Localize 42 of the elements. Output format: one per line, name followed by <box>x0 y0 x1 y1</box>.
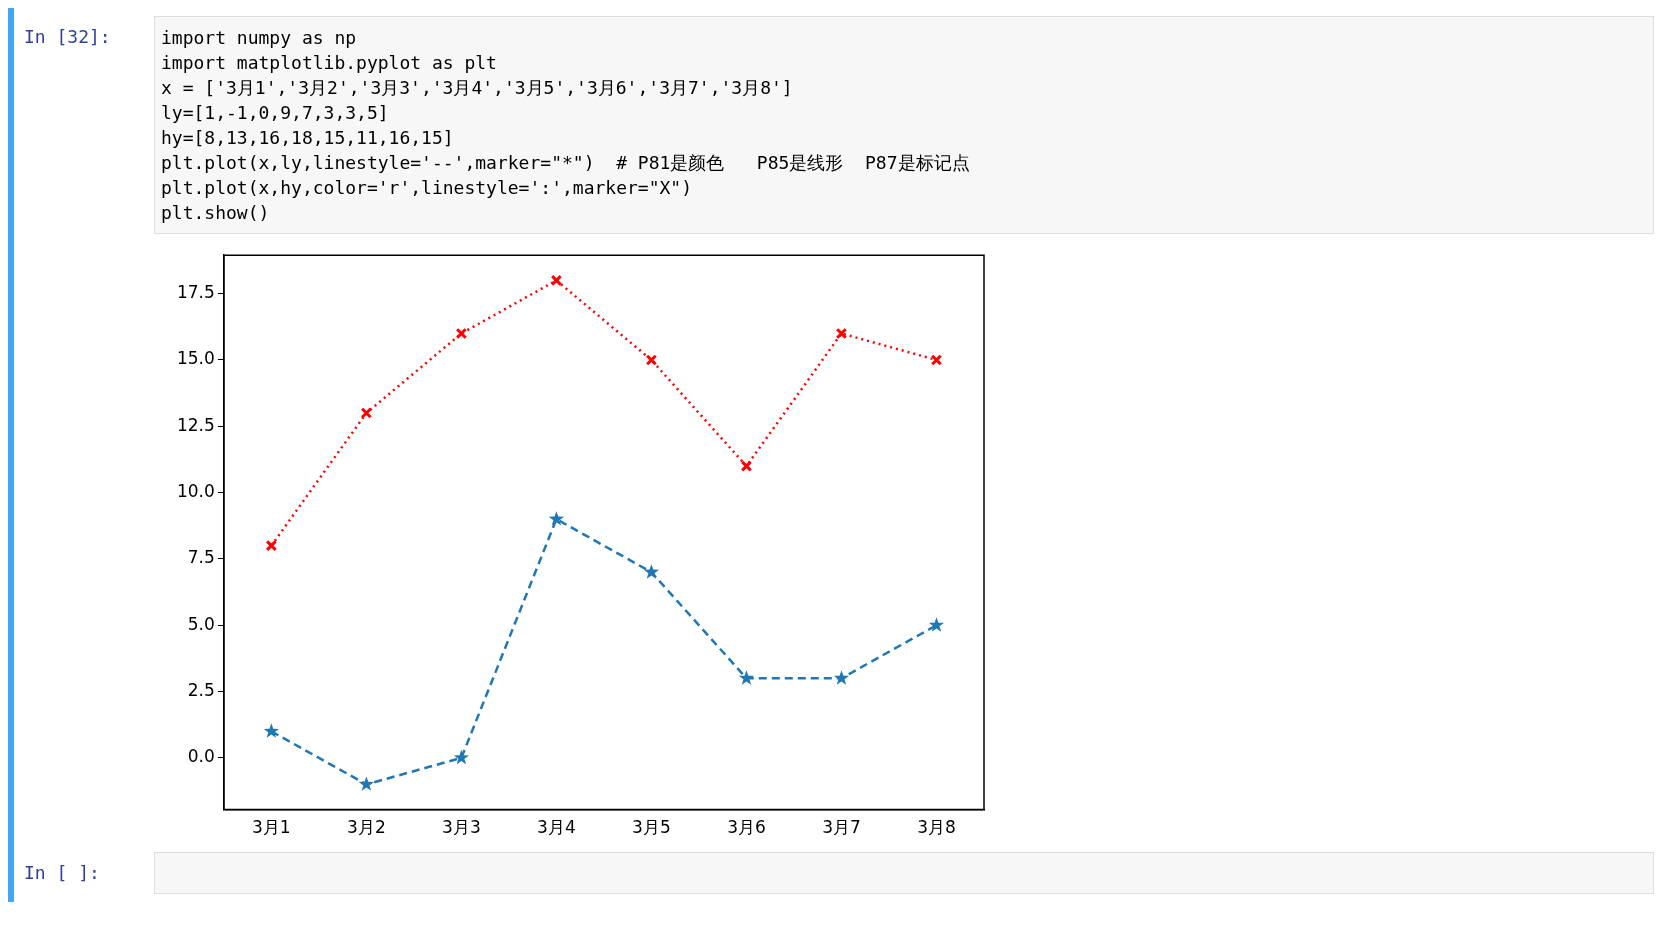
point <box>550 274 563 287</box>
point <box>928 617 945 632</box>
point <box>360 407 373 419</box>
x-tick-label: 3月8 <box>917 817 956 838</box>
point <box>740 460 753 472</box>
text: plt.plot(x,hy,color='r',linestyle=':',marker="X") <box>161 176 693 200</box>
point <box>835 327 848 340</box>
point <box>930 354 943 366</box>
point <box>453 749 470 765</box>
text: In [ ]: <box>24 861 101 885</box>
text: ly=[1,-1,0,9,7,3,3,5] <box>161 101 390 125</box>
text: plt.plot(x,ly,linestyle='--',marker="*") # P81是颜色 P85是线形 P87是标记点 <box>161 151 971 175</box>
point <box>738 670 755 685</box>
text: import numpy as np <box>161 26 358 50</box>
point <box>455 327 468 340</box>
y-tick-label: 2.5 <box>187 679 215 700</box>
x-tick-label: 3月2 <box>347 817 386 838</box>
point <box>833 670 850 685</box>
x-tick-label: 3月7 <box>822 817 861 838</box>
y-tick-label: 12.5 <box>176 414 215 435</box>
x-tick-label: 3月1 <box>252 817 291 838</box>
point <box>643 564 660 579</box>
y-tick-label: 10.0 <box>176 481 215 502</box>
text: plt.show() <box>161 201 271 225</box>
x-tick-label: 3月6 <box>727 817 766 838</box>
point <box>548 511 565 526</box>
text: x = ['3月1','3月2','3月3','3月4','3月5','3月6','3月7','3月8'] <box>161 76 794 100</box>
x-tick-label: 3月5 <box>632 817 671 838</box>
x-tick-label: 3月3 <box>442 817 481 838</box>
point <box>265 539 278 552</box>
y-tick-label: 7.5 <box>187 547 215 568</box>
text: import matplotlib.pyplot as plt <box>161 51 498 75</box>
text: In [32]: <box>24 25 112 49</box>
y-tick-label: 17.5 <box>176 282 215 303</box>
text: hy=[8,13,16,18,15,11,16,15] <box>161 126 455 150</box>
point <box>645 354 658 366</box>
x-tick-label: 3月4 <box>537 817 576 838</box>
y-tick-label: 15.0 <box>176 348 215 369</box>
y-tick-label: 5.0 <box>187 613 215 634</box>
y-tick-label: 0.0 <box>187 746 215 767</box>
point <box>263 723 279 738</box>
point <box>358 776 374 791</box>
